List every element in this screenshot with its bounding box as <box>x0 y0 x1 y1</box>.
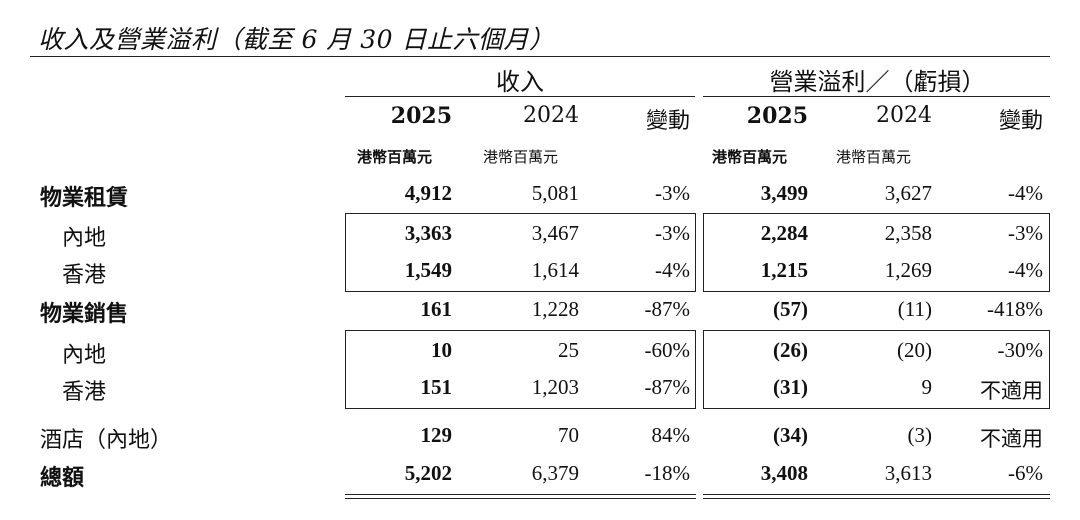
row-label: 物業銷售 <box>40 301 129 327</box>
cell-profit-2024: 3,627 <box>884 181 932 205</box>
cell-revenue-2024: 70 <box>558 423 579 447</box>
cell-revenue-2024: 1,228 <box>531 297 579 321</box>
revenue-rental-sub-box <box>345 213 696 292</box>
row-label-total: 總額 <box>40 465 85 491</box>
cell-profit-2025: 1,215 <box>760 258 808 282</box>
cell-profit-2025: (26) <box>773 338 808 362</box>
cell-revenue-change: -4% <box>655 258 690 282</box>
profit-2024-header: 2024 <box>876 103 932 128</box>
cell-revenue-2024: 5,081 <box>531 181 579 205</box>
cell-profit-2024: 3,613 <box>884 461 932 485</box>
profit-2025-unit: 港幣百萬元 <box>712 148 788 166</box>
revenue-2025-header: 2025 <box>390 103 452 129</box>
row-label: 內地 <box>62 226 107 251</box>
profit-group-rule <box>703 96 1050 97</box>
cell-revenue-change: -18% <box>644 461 691 485</box>
cell-revenue-change: 84% <box>651 423 691 447</box>
cell-revenue-change: -87% <box>644 297 691 321</box>
cell-profit-change: -6% <box>1008 461 1043 485</box>
revenue-2024-header: 2024 <box>523 103 579 128</box>
cell-revenue-2025: 151 <box>420 375 453 399</box>
revenue-group-rule <box>345 96 695 97</box>
revenue-total-double-rule <box>345 498 696 499</box>
cell-profit-2024: (20) <box>897 338 932 362</box>
cell-profit-change: -4% <box>1008 181 1043 205</box>
cell-revenue-2025: 161 <box>420 297 453 321</box>
revenue-total-double-rule <box>345 494 696 495</box>
cell-profit-change: 不適用 <box>980 379 1043 403</box>
row-label: 物業租賃 <box>40 185 129 211</box>
cell-revenue-2024: 25 <box>558 338 579 362</box>
cell-profit-2024: (3) <box>907 423 933 447</box>
profit-sales-sub-box <box>703 330 1050 409</box>
cell-profit-2025: 3,499 <box>760 181 808 205</box>
cell-profit-change: -3% <box>1008 221 1043 245</box>
row-label: 內地 <box>62 343 107 368</box>
cell-revenue-change: -60% <box>644 338 691 362</box>
cell-profit-2025: (31) <box>773 375 808 399</box>
cell-revenue-2025: 1,549 <box>404 258 452 282</box>
cell-profit-2025: 3,408 <box>760 461 808 485</box>
cell-revenue-2025: 3,363 <box>404 221 452 245</box>
revenue-sales-sub-box <box>345 330 696 409</box>
cell-profit-change: 不適用 <box>980 427 1043 451</box>
profit-change-header: 變動 <box>998 109 1043 134</box>
revenue-change-header: 變動 <box>645 109 690 134</box>
cell-revenue-2025: 5,202 <box>404 461 452 485</box>
cell-revenue-change: -87% <box>644 375 691 399</box>
cell-revenue-2025: 4,912 <box>404 181 452 205</box>
cell-profit-2024: (11) <box>897 297 932 321</box>
revenue-group-header: 收入 <box>496 68 544 96</box>
cell-profit-2024: 1,269 <box>884 258 932 282</box>
cell-profit-change: -30% <box>997 338 1044 362</box>
cell-profit-2025: 2,284 <box>760 221 808 245</box>
table-title: 收入及營業溢利（截至 6 月 30 日止六個月） <box>38 25 555 54</box>
cell-profit-change: -418% <box>987 297 1043 321</box>
cell-revenue-2024: 6,379 <box>531 461 579 485</box>
profit-total-double-rule <box>703 494 1050 495</box>
cell-profit-2025: (57) <box>773 297 808 321</box>
profit-2024-unit: 港幣百萬元 <box>836 148 912 166</box>
cell-profit-2025: (34) <box>773 423 808 447</box>
cell-revenue-2024: 1,203 <box>531 375 579 399</box>
cell-profit-2024: 2,358 <box>884 221 932 245</box>
cell-revenue-change: -3% <box>655 181 690 205</box>
cell-profit-change: -4% <box>1008 258 1043 282</box>
profit-group-header: 營業溢利／（虧損） <box>769 68 986 96</box>
profit-2025-header: 2025 <box>746 103 808 129</box>
cell-revenue-2025: 129 <box>420 423 453 447</box>
row-label: 香港 <box>62 380 107 405</box>
cell-revenue-change: -3% <box>655 221 690 245</box>
cell-revenue-2024: 1,614 <box>531 258 579 282</box>
profit-total-double-rule <box>703 498 1050 499</box>
title-underline <box>30 56 1050 57</box>
revenue-2025-unit: 港幣百萬元 <box>357 148 433 166</box>
cell-revenue-2024: 3,467 <box>531 221 579 245</box>
revenue-2024-unit: 港幣百萬元 <box>483 148 559 166</box>
profit-rental-sub-box <box>703 213 1050 292</box>
row-label: 酒店（內地） <box>40 428 173 453</box>
row-label: 香港 <box>62 263 107 288</box>
cell-profit-2024: 9 <box>921 375 933 399</box>
cell-revenue-2025: 10 <box>431 338 452 362</box>
